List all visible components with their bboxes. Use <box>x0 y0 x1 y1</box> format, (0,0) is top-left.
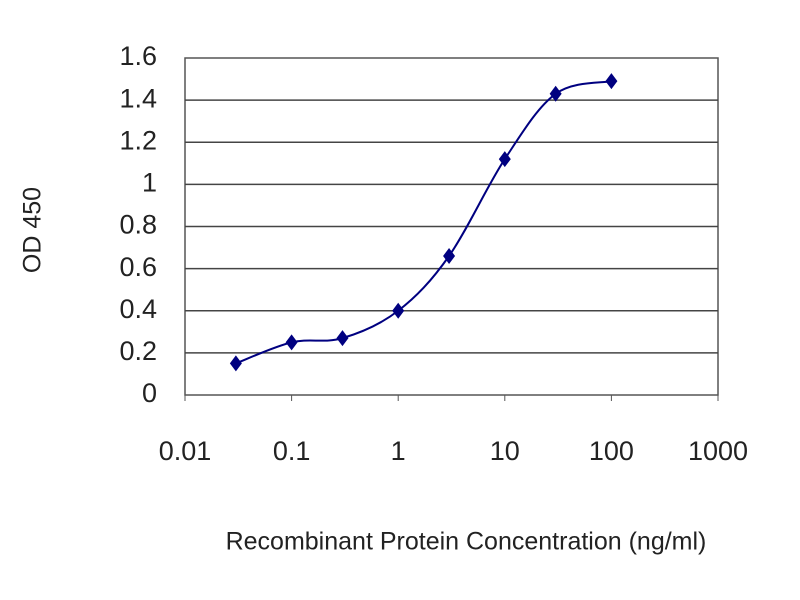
x-axis-label: Recombinant Protein Concentration (ng/ml… <box>226 528 707 556</box>
y-tick-label: 1 <box>142 168 157 198</box>
point <box>336 330 349 347</box>
y-tick-label: 1.4 <box>119 83 157 113</box>
y-tick-label: 0 <box>142 378 157 408</box>
point <box>549 85 562 102</box>
y-tick-label: 1.2 <box>119 125 157 155</box>
point <box>498 151 511 168</box>
x-tick-label: 100 <box>589 436 634 466</box>
y-axis-label: OD 450 <box>19 187 47 273</box>
point <box>285 334 298 351</box>
point <box>392 302 405 319</box>
y-tick-label: 1.6 <box>119 41 157 71</box>
x-tick-label: 0.01 <box>159 436 212 466</box>
y-tick-label: 0.2 <box>119 336 157 366</box>
y-tick-label: 0.6 <box>119 252 157 282</box>
y-tick-label: 0.8 <box>119 210 157 240</box>
y-tick-label: 0.4 <box>119 294 157 324</box>
point <box>443 247 456 264</box>
point <box>605 73 618 90</box>
point <box>229 355 242 372</box>
x-tick-label: 10 <box>490 436 520 466</box>
x-tick-label: 1 <box>391 436 406 466</box>
curve <box>235 80 612 365</box>
x-tick-label: 1000 <box>688 436 748 466</box>
x-tick-label: 0.1 <box>273 436 311 466</box>
